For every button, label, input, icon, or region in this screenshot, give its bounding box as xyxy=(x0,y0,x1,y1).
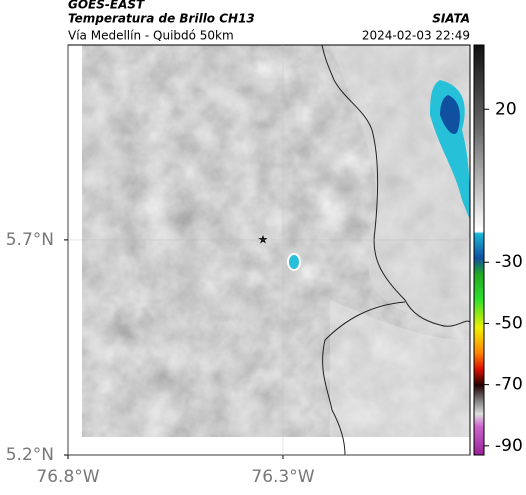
colorbar-tick-label: -70 xyxy=(495,375,523,395)
colorbar-tick-label: 20 xyxy=(495,99,517,119)
colorbar xyxy=(473,44,485,456)
colorbar-tick-label: -50 xyxy=(495,313,523,333)
x-tick-label: 76.3°W xyxy=(251,467,314,487)
title: Temperatura de Brillo CH13 xyxy=(68,12,255,26)
satellite-image: ★ xyxy=(82,45,470,455)
y-tick-label: 5.7°N xyxy=(6,230,54,250)
location-marker: ★ xyxy=(258,233,269,247)
source: SIATA xyxy=(432,12,470,26)
x-tick-label: 76.8°W xyxy=(36,467,99,487)
datetime: 2024-02-03 22:49 xyxy=(362,29,470,43)
product: GOES-EAST xyxy=(68,0,145,12)
colorbar-tick-label: -30 xyxy=(495,252,523,272)
colorbar-tick-label: -90 xyxy=(495,436,523,456)
y-tick-label: 5.2°N xyxy=(6,445,54,465)
subtitle: Vía Medellín - Quibdó 50km xyxy=(68,29,234,43)
